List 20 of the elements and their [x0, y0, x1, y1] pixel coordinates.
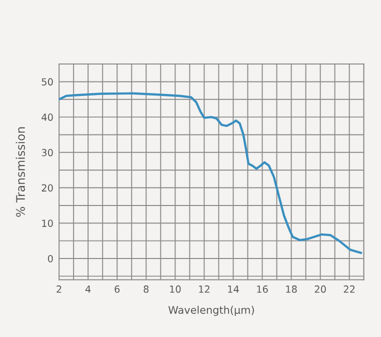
x-tick-label: 20: [314, 285, 326, 293]
x-tick-label: 16: [257, 285, 268, 293]
x-tick-label: 8: [144, 285, 149, 293]
y-tick-label: 10: [42, 220, 53, 227]
x-tick-label: 22: [344, 285, 355, 293]
x-tick-label: 6: [114, 285, 120, 293]
y-tick-label: 0: [48, 254, 53, 262]
y-tick-label: 20: [42, 184, 53, 192]
x-tick-label: 18: [286, 285, 297, 293]
y-tick-label: 30: [42, 148, 53, 156]
y-tick-label: 50: [42, 78, 53, 86]
y-tick-label: 40: [42, 114, 53, 121]
y-axis-title: % Transmission: [16, 127, 25, 217]
line-series: [59, 92, 362, 254]
x-axis-title: Wavelength(μm): [168, 306, 254, 316]
x-tick-label: 2: [56, 285, 62, 293]
x-tick-label: 10: [170, 285, 181, 293]
x-tick-label: 12: [199, 285, 210, 293]
x-tick-label: 14: [228, 286, 239, 293]
x-tick-label: 4: [85, 286, 91, 293]
